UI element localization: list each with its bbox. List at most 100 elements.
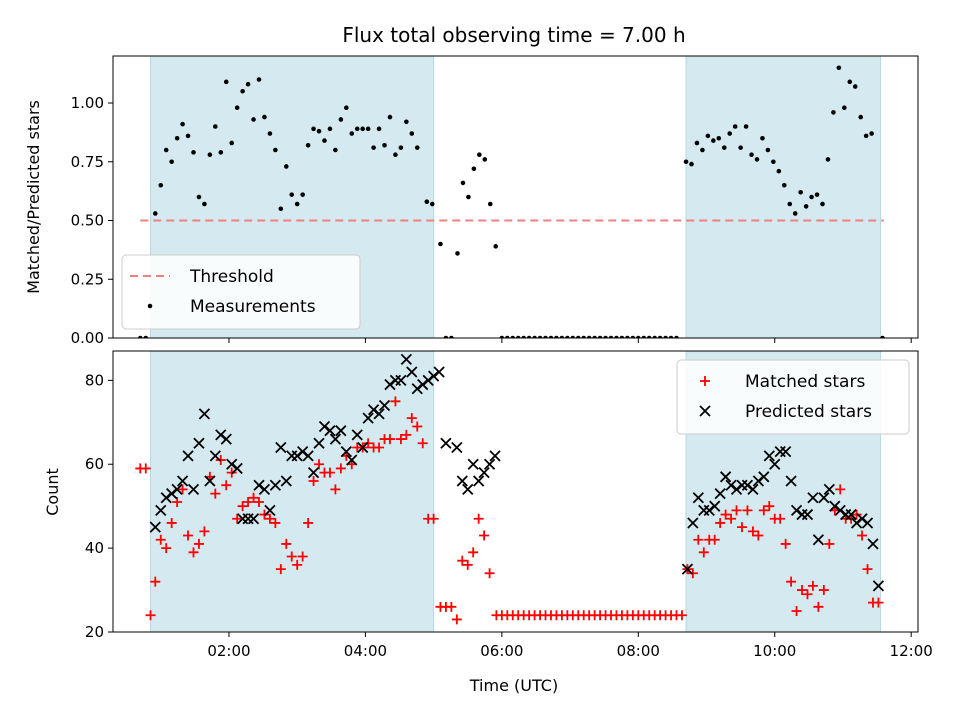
measurement-point	[526, 335, 532, 338]
matched-star-point	[873, 597, 884, 608]
x-tick-label: 06:00	[480, 642, 523, 660]
matched-star-point	[693, 534, 704, 545]
measurement-point	[471, 166, 477, 172]
predicted-star-point	[247, 513, 260, 525]
measurement-point	[559, 335, 565, 338]
measurement-point	[300, 192, 305, 197]
predicted-star-point	[198, 408, 211, 420]
measurement-point	[174, 135, 180, 141]
predicted-star-point	[818, 492, 830, 504]
measurement-point	[207, 152, 213, 157]
predicted-star-point	[329, 433, 342, 445]
matched-star-point	[308, 476, 319, 487]
measurement-point	[387, 114, 393, 120]
predicted-star-point	[324, 425, 336, 437]
measurement-point	[581, 335, 587, 338]
measurement-point	[537, 335, 543, 338]
measurement-point	[404, 119, 409, 125]
matched-star-point	[140, 463, 151, 474]
matched-star-point	[857, 530, 868, 541]
measurement-point	[831, 110, 836, 115]
matched-star-point	[401, 429, 412, 440]
measurement-point	[809, 194, 814, 200]
matched-star-point	[188, 547, 199, 558]
axes-frame	[112, 350, 919, 633]
measurement-point	[515, 335, 521, 338]
matched-star-point	[676, 610, 687, 621]
legend-predicted-swatch	[699, 405, 711, 417]
predicted-star-point	[747, 483, 759, 496]
x-tick-label: 12:00	[890, 642, 933, 660]
measurement-point	[354, 126, 360, 132]
measurement-point	[344, 105, 349, 110]
predicted-star-point	[769, 458, 781, 470]
matched-star-point	[775, 513, 786, 524]
predicted-star-point	[451, 441, 463, 454]
measurement-point	[510, 335, 516, 338]
predicted-star-point	[845, 508, 857, 521]
measurement-point	[603, 335, 608, 338]
measurement-point	[852, 84, 858, 89]
measurement-point	[700, 147, 705, 153]
measurement-point	[738, 145, 743, 150]
measurement-point	[365, 126, 371, 132]
matched-star-point	[335, 463, 346, 474]
measurement-point	[825, 157, 831, 162]
measurement-point	[185, 133, 191, 139]
measurement-point	[273, 147, 278, 153]
measurement-point	[646, 335, 652, 338]
matched-star-point	[281, 538, 292, 549]
predicted-star-point	[400, 353, 412, 366]
predicted-star-point	[373, 408, 385, 420]
predicted-star-point	[681, 563, 694, 575]
predicted-star-point	[812, 534, 825, 546]
measurement-point	[371, 145, 376, 150]
predicted-star-point	[302, 450, 314, 462]
measurement-point	[137, 335, 143, 338]
matched-star-point	[709, 534, 720, 545]
measurement-point	[683, 159, 689, 165]
measurement-point	[196, 194, 202, 200]
measurement-point	[760, 135, 765, 141]
predicted-star-point	[478, 466, 490, 479]
legend: Matched stars Predicted stars	[676, 359, 910, 435]
matched-star-point	[446, 601, 457, 612]
predicted-star-point	[456, 475, 468, 487]
measurement-point	[477, 152, 482, 157]
predicted-star-point	[264, 504, 276, 517]
predicted-star-point	[209, 450, 221, 462]
matched-star-point	[248, 492, 259, 503]
measurement-point	[262, 114, 267, 120]
y-tick-label: 80	[85, 371, 104, 389]
measurement-point	[218, 150, 224, 155]
measurement-point	[376, 126, 382, 132]
measurement-point	[163, 147, 169, 153]
predicted-star-point	[714, 487, 726, 500]
measurement-point	[311, 126, 316, 132]
legend-label: Measurements	[190, 297, 316, 317]
measurement-point	[382, 143, 387, 148]
measurement-point	[143, 335, 149, 338]
measurement-point	[575, 335, 581, 338]
legend-matched-swatch	[700, 376, 710, 386]
measurement-point	[505, 335, 510, 338]
measurement-point	[305, 143, 311, 148]
measurement-point	[333, 147, 338, 153]
predicted-star-point	[807, 492, 819, 504]
matched-star-point	[715, 517, 726, 528]
measurement-point	[322, 138, 327, 143]
measurement-point	[429, 201, 435, 207]
measurement-point	[570, 335, 576, 338]
predicted-star-point	[171, 483, 183, 496]
matched-star-point	[747, 526, 758, 537]
legend-box	[676, 359, 910, 435]
measurement-point	[466, 194, 471, 200]
measurement-point	[213, 124, 218, 129]
predicted-star-point	[687, 517, 699, 529]
measurement-point	[438, 241, 443, 247]
predicted-star-point	[351, 429, 363, 441]
measurement-point	[443, 335, 449, 338]
measurement-point	[586, 335, 592, 338]
measurement-point	[743, 124, 749, 129]
